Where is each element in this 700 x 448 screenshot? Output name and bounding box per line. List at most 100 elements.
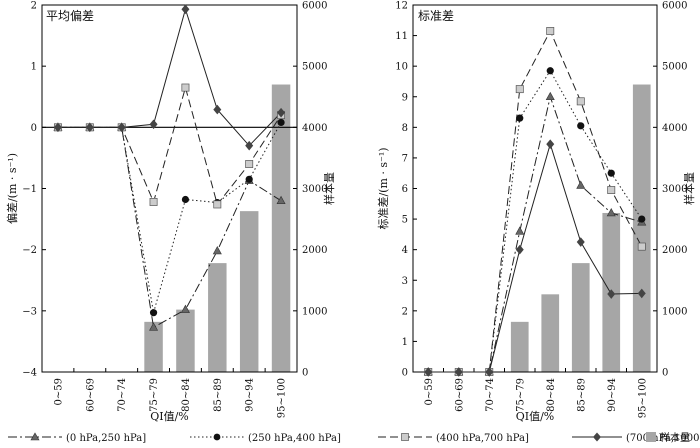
sample-bar-3 — [144, 321, 163, 372]
y-tick-label-1: 1 — [402, 337, 408, 348]
y-tick-label-2: 2 — [402, 306, 408, 317]
y2-axis-title: 样本量 — [682, 172, 696, 205]
y-tick-label-4: 4 — [402, 245, 408, 256]
marker-0-250-5 — [212, 245, 222, 255]
x-tick-label-0: 0~59 — [53, 378, 64, 405]
x-tick-label-1: 60~69 — [85, 378, 96, 412]
marker-700-1000-5 — [213, 104, 222, 115]
marker-250-400-6 — [607, 169, 615, 177]
marker-250-400-4 — [181, 195, 190, 204]
x-tick-label-7: 95~100 — [277, 378, 288, 418]
series-line-700-1000 — [428, 142, 642, 373]
x-tick-label-6: 90~94 — [245, 378, 256, 412]
legend-label-0-250: (0 hPa,250 hPa] — [66, 433, 146, 444]
y2-tick-label-4: 4000 — [662, 123, 687, 134]
marker-250-400-6 — [245, 175, 253, 183]
x-axis-title: QI值/% — [516, 410, 555, 423]
x-tick-label-3: 75~79 — [515, 378, 526, 412]
marker-0-250-3 — [515, 226, 525, 235]
marker-700-1000-7 — [277, 107, 286, 118]
marker-400-700-5 — [213, 200, 222, 209]
sample-bar-3 — [510, 321, 529, 372]
marker-700-1000-6 — [607, 289, 616, 299]
bias-panel: −4 −3 −2 −1 0 1 2 0 1000 2000 3000 4000 5000 6000 0~59… — [5, 1, 336, 424]
legend-label-250-400: (250 hPa,400 hPa] — [248, 433, 341, 444]
y-tick-label-6: 6 — [402, 184, 408, 195]
x-tick-label-5: 85~89 — [213, 378, 224, 412]
legend-label-sample: 样本量 — [660, 431, 690, 444]
series-line-400-700 — [428, 29, 643, 373]
y2-tick-label-5: 5000 — [302, 62, 327, 73]
y2-tick-label-2: 2000 — [302, 245, 327, 256]
marker-700-1000-5 — [576, 237, 585, 247]
x-tick-label-4: 80~84 — [546, 378, 557, 412]
marker-700-1000-2 — [117, 122, 126, 133]
y2-tick-label-0: 0 — [662, 368, 668, 379]
plot-frame — [41, 4, 298, 373]
marker-250-400-3 — [149, 309, 158, 317]
y-tick-label-8: 8 — [402, 123, 408, 134]
marker-250-400-4 — [546, 67, 554, 75]
y2-tick-label-6: 6000 — [302, 1, 327, 12]
x-tick-label-0: 0~59 — [424, 378, 435, 405]
y2-tick-label-1: 1000 — [662, 306, 687, 317]
legend-item-400-700: (400 hPa,700 hPa] — [378, 433, 529, 444]
marker-400-700-6 — [607, 186, 616, 194]
marker-700-1000-1 — [454, 367, 463, 377]
y-tick-label-0: −4 — [22, 368, 37, 379]
x-axis-title: QI值/% — [150, 410, 189, 423]
x-tick-label-2: 70~74 — [117, 378, 128, 412]
marker-400-700-6 — [245, 160, 254, 168]
marker-400-700-4 — [546, 27, 555, 35]
marker-0-250-5 — [576, 180, 586, 189]
y2-tick-label-4: 4000 — [302, 123, 327, 134]
x-tick-label-6: 90~94 — [607, 378, 618, 412]
y-tick-label-3: −1 — [22, 184, 37, 195]
legend-item-700-1000: (700 hPa,1000 hPa] — [572, 432, 700, 444]
y-tick-label-12: 12 — [395, 1, 408, 12]
y2-tick-label-3: 3000 — [662, 184, 687, 195]
y2-tick-label-0: 0 — [302, 368, 308, 379]
sample-bar-4 — [176, 309, 195, 372]
legend-label-400-700: (400 hPa,700 hPa] — [436, 433, 529, 444]
x-tick-label-5: 85~89 — [576, 378, 587, 412]
y-tick-label-5: 1 — [31, 62, 37, 73]
legend: (0 hPa,250 hPa] (250 hPa,400 hPa] (400 h… — [8, 431, 700, 444]
series-line-250-400 — [428, 69, 643, 373]
sample-bar-5 — [571, 263, 590, 372]
sample-bar-7 — [271, 84, 291, 373]
marker-0-250-4 — [180, 304, 190, 313]
marker-400-700-3 — [149, 198, 158, 206]
sample-bar-4 — [541, 294, 560, 372]
x-tick-label-2: 70~74 — [485, 378, 496, 412]
x-tick-label-3: 75~79 — [149, 378, 160, 412]
y-tick-label-1: −3 — [22, 306, 37, 317]
panel-title: 标准差 — [418, 9, 454, 23]
y-tick-label-3: 3 — [402, 276, 408, 287]
y-tick-label-11: 11 — [395, 31, 408, 42]
y-axis-title: 偏差/(m · s⁻¹) — [5, 153, 19, 224]
marker-700-1000-6 — [245, 140, 254, 151]
marker-700-1000-2 — [485, 367, 494, 377]
marker-400-700-3 — [515, 85, 524, 94]
legend-item-sample: 样本量 — [646, 431, 690, 444]
x-tick-label-4: 80~84 — [181, 378, 192, 412]
sample-bar-5 — [208, 263, 227, 372]
y-tick-label-6: 2 — [31, 1, 37, 12]
y-axis-title: 标准差/(m · s⁻¹) — [376, 147, 390, 229]
marker-700-1000-1 — [85, 122, 94, 133]
y2-tick-label-2: 2000 — [662, 245, 687, 256]
y2-tick-label-6: 6000 — [662, 1, 687, 12]
y-tick-label-10: 10 — [395, 62, 408, 73]
marker-700-1000-3 — [515, 244, 524, 255]
marker-400-700-7 — [637, 242, 646, 251]
std-panel: 0123456789101112010002000300040005000600… — [376, 1, 696, 424]
y2-axis-title: 样本量 — [322, 172, 336, 205]
marker-700-1000-3 — [149, 119, 158, 130]
y-tick-label-7: 7 — [402, 153, 408, 164]
marker-700-1000-0 — [53, 122, 62, 133]
marker-400-700-5 — [576, 97, 585, 106]
y-tick-label-4: 0 — [31, 123, 37, 134]
legend-item-0-250: (0 hPa,250 hPa] — [8, 432, 146, 444]
y2-tick-label-5: 5000 — [662, 62, 687, 73]
